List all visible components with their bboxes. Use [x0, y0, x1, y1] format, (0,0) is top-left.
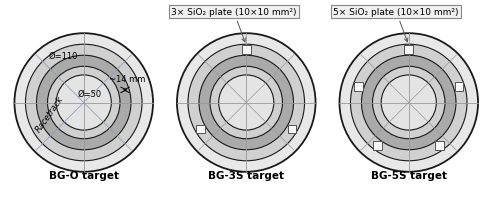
Circle shape: [372, 67, 445, 139]
Text: BG-5S target: BG-5S target: [371, 170, 447, 180]
Circle shape: [362, 56, 456, 150]
Text: Racetrack: Racetrack: [34, 94, 66, 134]
Bar: [374, 141, 382, 150]
Circle shape: [210, 67, 282, 139]
Circle shape: [188, 45, 304, 161]
Bar: [288, 125, 296, 133]
Text: ~14 mm: ~14 mm: [109, 74, 145, 83]
Circle shape: [340, 34, 478, 172]
Text: Ø=50: Ø=50: [78, 89, 102, 98]
Bar: [404, 46, 413, 55]
Circle shape: [381, 76, 436, 130]
Text: 5× SiO₂ plate (10×10 mm²): 5× SiO₂ plate (10×10 mm²): [334, 8, 459, 43]
Circle shape: [350, 45, 467, 161]
Circle shape: [26, 45, 142, 161]
Circle shape: [36, 56, 131, 150]
Circle shape: [218, 76, 274, 130]
Circle shape: [199, 56, 294, 150]
Bar: [354, 82, 363, 91]
Bar: [196, 125, 205, 133]
Circle shape: [14, 34, 153, 172]
Bar: [454, 82, 464, 91]
Circle shape: [48, 67, 120, 139]
Text: BG-O target: BG-O target: [49, 170, 119, 180]
Circle shape: [56, 76, 112, 130]
Circle shape: [177, 34, 316, 172]
Bar: [436, 141, 444, 150]
Text: Ø=110: Ø=110: [48, 52, 78, 60]
Text: BG-3S target: BG-3S target: [208, 170, 284, 180]
Bar: [242, 46, 250, 55]
Text: 3× SiO₂ plate (10×10 mm²): 3× SiO₂ plate (10×10 mm²): [171, 8, 296, 43]
